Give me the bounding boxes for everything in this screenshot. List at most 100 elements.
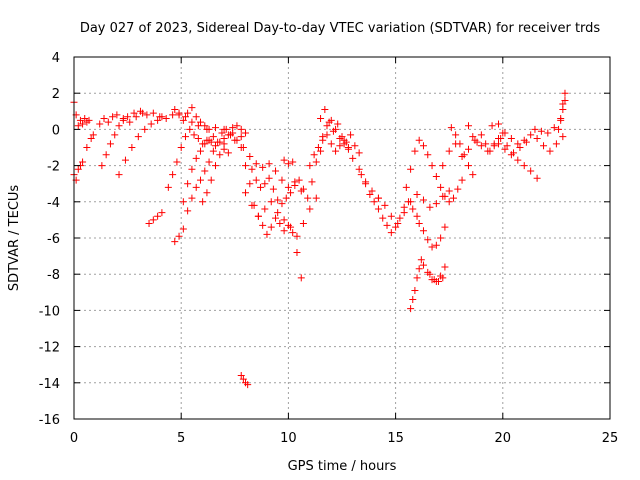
data-point	[113, 111, 121, 119]
data-point	[559, 133, 567, 141]
data-point	[282, 194, 290, 202]
data-point	[501, 145, 509, 153]
data-point	[267, 223, 275, 231]
data-point	[415, 265, 423, 273]
data-point	[263, 230, 271, 238]
axis-ticks: 0 5 10 15 20 25 -16 -14 -12 -10 -8 -6 -4 -2 0 2 4	[39, 51, 619, 446]
data-point	[520, 136, 528, 144]
data-point	[437, 183, 445, 191]
y-tick-label: 4	[52, 51, 60, 66]
data-point	[276, 220, 284, 228]
data-point	[149, 109, 157, 117]
x-tick-label: 15	[387, 431, 404, 446]
data-point	[332, 147, 340, 155]
data-point	[527, 167, 535, 175]
data-point	[237, 125, 245, 133]
data-point	[488, 122, 496, 130]
data-point	[115, 122, 123, 130]
data-point	[259, 163, 267, 171]
data-point	[201, 167, 209, 175]
data-point	[274, 209, 282, 217]
data-point	[119, 116, 127, 124]
data-point	[312, 194, 320, 202]
data-point	[257, 183, 265, 191]
data-point	[336, 142, 344, 150]
data-point	[321, 105, 329, 113]
x-axis-label: GPS time / hours	[288, 459, 397, 474]
data-point	[239, 375, 247, 383]
data-point	[115, 171, 123, 179]
data-point	[184, 180, 192, 188]
data-point	[540, 142, 548, 150]
data-point	[269, 185, 277, 193]
data-point	[413, 274, 421, 282]
data-point	[98, 162, 106, 170]
data-point	[220, 134, 228, 142]
data-point	[196, 176, 204, 184]
data-point	[261, 205, 269, 213]
data-point	[317, 147, 325, 155]
data-point	[411, 147, 419, 155]
y-tick-label: -12	[39, 341, 60, 356]
data-point	[214, 138, 222, 146]
data-point	[550, 124, 558, 132]
data-point	[169, 111, 177, 119]
data-point	[280, 156, 288, 164]
data-point	[102, 151, 110, 159]
series-arc-01	[70, 98, 93, 130]
data-point	[194, 122, 202, 130]
data-point	[411, 286, 419, 294]
data-point	[209, 133, 217, 141]
data-point	[205, 158, 213, 166]
data-point	[458, 176, 466, 184]
series-arc-07	[145, 209, 166, 228]
chart-title: Day 027 of 2023, Sidereal Day-to-day VTE…	[80, 21, 601, 36]
data-point	[445, 187, 453, 195]
data-point	[179, 198, 187, 206]
data-point	[362, 180, 370, 188]
data-point	[432, 172, 440, 180]
data-point	[344, 144, 352, 151]
data-point	[419, 261, 427, 269]
series-arc-21	[319, 116, 352, 151]
data-point	[424, 236, 432, 244]
data-point	[248, 201, 256, 209]
data-point	[83, 144, 91, 151]
series-arc-13	[220, 131, 305, 195]
data-point	[164, 183, 172, 191]
data-point	[109, 113, 117, 121]
data-point	[334, 120, 342, 128]
data-point	[192, 113, 200, 121]
data-point	[555, 125, 563, 133]
data-point	[181, 133, 189, 141]
data-point	[351, 142, 359, 150]
data-point	[141, 125, 149, 133]
data-point	[432, 241, 440, 249]
data-point	[447, 124, 455, 132]
data-point	[186, 125, 194, 133]
data-point	[323, 131, 331, 139]
series-arc-23	[374, 187, 453, 228]
series-arc-22	[357, 171, 421, 237]
data-point	[173, 158, 181, 166]
x-tick-label: 5	[177, 431, 185, 446]
data-point	[199, 198, 207, 206]
data-point	[516, 144, 524, 151]
data-point	[248, 165, 256, 173]
data-points	[70, 89, 569, 389]
series-arc-34	[555, 96, 569, 133]
data-point	[486, 147, 494, 155]
data-point	[203, 189, 211, 197]
data-point	[552, 140, 560, 148]
series-arc-29	[447, 124, 477, 179]
data-point	[252, 160, 260, 168]
data-point	[188, 194, 196, 202]
data-point	[104, 118, 112, 126]
data-point	[196, 118, 204, 126]
data-point	[128, 144, 136, 151]
data-point	[224, 149, 232, 157]
data-point	[175, 232, 183, 240]
data-point	[387, 229, 395, 237]
data-point	[559, 105, 567, 113]
data-point	[196, 147, 204, 155]
